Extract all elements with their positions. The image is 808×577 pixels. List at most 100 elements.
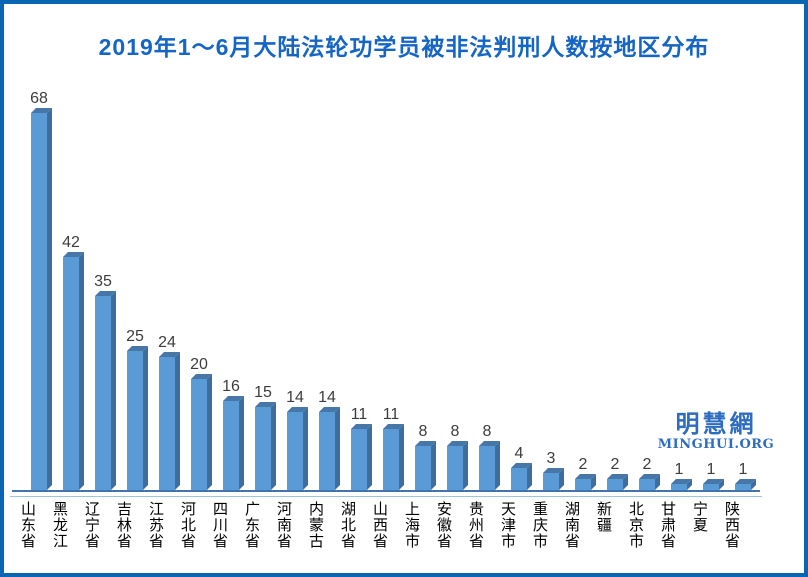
bar-side-face [111, 291, 116, 490]
bar-湖北省 [351, 424, 372, 490]
chart-title: 2019年1～6月大陆法轮功学员被非法判刑人数按地区分布 [98, 34, 710, 60]
bar-front-face [319, 412, 335, 490]
bar-side-face [271, 402, 276, 490]
value-label: 1 [738, 461, 748, 478]
value-label: 4 [514, 445, 524, 462]
category-label: 黑龙江 [51, 501, 69, 549]
bar-陕西省 [735, 479, 756, 490]
bar-front-face [703, 484, 719, 490]
bar-side-face [367, 424, 372, 490]
category-label: 新疆 [595, 501, 613, 533]
category-label: 山东省 [19, 501, 37, 549]
bar-side-face [591, 474, 596, 490]
value-label: 20 [190, 356, 208, 373]
value-label: 25 [126, 328, 144, 345]
category-label: 重庆市 [531, 501, 549, 549]
bar-天津市 [511, 463, 532, 490]
bar-front-face [95, 296, 111, 490]
bar-front-face [63, 257, 79, 490]
bar-side-face [303, 407, 308, 490]
bar-front-face [255, 407, 271, 490]
value-label: 2 [578, 456, 588, 473]
bar-山东省 [31, 108, 52, 490]
bar-front-face [543, 473, 559, 490]
bar-贵州省 [479, 441, 500, 490]
bar-side-face [143, 346, 148, 490]
category-label: 安徽省 [435, 501, 453, 549]
watermark-site-text: MINGHUI.ORG [657, 437, 775, 452]
x-axis-line [12, 490, 760, 492]
bar-front-face [31, 113, 47, 490]
value-label: 14 [286, 389, 304, 406]
bar-front-face [479, 446, 495, 490]
category-label: 湖北省 [339, 501, 357, 549]
category-label: 河南省 [275, 501, 293, 549]
bar-广东省 [255, 402, 276, 490]
category-label: 天津市 [499, 501, 517, 549]
bar-front-face [671, 484, 687, 490]
bar-内蒙古 [319, 407, 340, 490]
category-label: 广东省 [243, 501, 261, 549]
value-label: 15 [254, 384, 272, 401]
value-label: 11 [382, 406, 400, 423]
minghui-watermark: 明慧網 MINGHUI.ORG [656, 409, 776, 453]
value-label: 2 [610, 456, 620, 473]
bar-front-face [575, 479, 591, 490]
category-label: 陕西省 [723, 501, 741, 549]
bar-side-face [623, 474, 628, 490]
bar-黑龙江 [63, 252, 84, 490]
bar-江苏省 [159, 352, 180, 490]
value-label: 2 [642, 456, 652, 473]
bar-北京市 [639, 474, 660, 490]
bar-湖南省 [575, 474, 596, 490]
bar-front-face [191, 379, 207, 490]
bar-front-face [223, 401, 239, 490]
value-label: 8 [418, 423, 428, 440]
bar-甘肃省 [671, 479, 692, 490]
value-label: 14 [318, 389, 336, 406]
bar-side-face [431, 441, 436, 490]
bar-山西省 [383, 424, 404, 490]
value-label: 42 [62, 234, 80, 251]
category-label: 辽宁省 [83, 501, 101, 549]
watermark-chinese-text: 明慧網 [675, 409, 757, 438]
value-label: 35 [94, 273, 112, 290]
value-label: 3 [546, 450, 556, 467]
value-label: 8 [450, 423, 460, 440]
category-label: 湖南省 [563, 501, 581, 549]
bar-四川省 [223, 396, 244, 490]
bar-front-face [127, 351, 143, 490]
value-label: 11 [350, 406, 368, 423]
category-label: 江苏省 [147, 501, 165, 549]
category-label: 河北省 [179, 501, 197, 549]
bar-上海市 [415, 441, 436, 490]
category-label: 贵州省 [467, 501, 485, 549]
category-label: 北京市 [627, 501, 645, 549]
bar-front-face [447, 446, 463, 490]
value-label: 8 [482, 423, 492, 440]
value-label: 1 [674, 461, 684, 478]
bar-front-face [639, 479, 655, 490]
category-label: 山西省 [371, 501, 389, 549]
bar-front-face [511, 468, 527, 490]
bar-重庆市 [543, 468, 564, 490]
bar-side-face [463, 441, 468, 490]
category-label: 内蒙古 [307, 501, 325, 549]
value-label: 68 [30, 90, 48, 107]
category-label: 宁夏 [691, 501, 709, 533]
category-label: 甘肃省 [659, 501, 677, 549]
bar-side-face [47, 108, 52, 490]
category-label: 四川省 [211, 501, 229, 549]
bar-front-face [159, 357, 175, 490]
bar-安徽省 [447, 441, 468, 490]
bar-吉林省 [127, 346, 148, 490]
bar-宁夏 [703, 479, 724, 490]
value-label: 1 [706, 461, 716, 478]
bar-front-face [735, 484, 751, 490]
bar-front-face [415, 446, 431, 490]
bar-辽宁省 [95, 291, 116, 490]
bar-side-face [239, 396, 244, 490]
category-label: 吉林省 [115, 501, 133, 549]
value-label: 24 [158, 334, 176, 351]
